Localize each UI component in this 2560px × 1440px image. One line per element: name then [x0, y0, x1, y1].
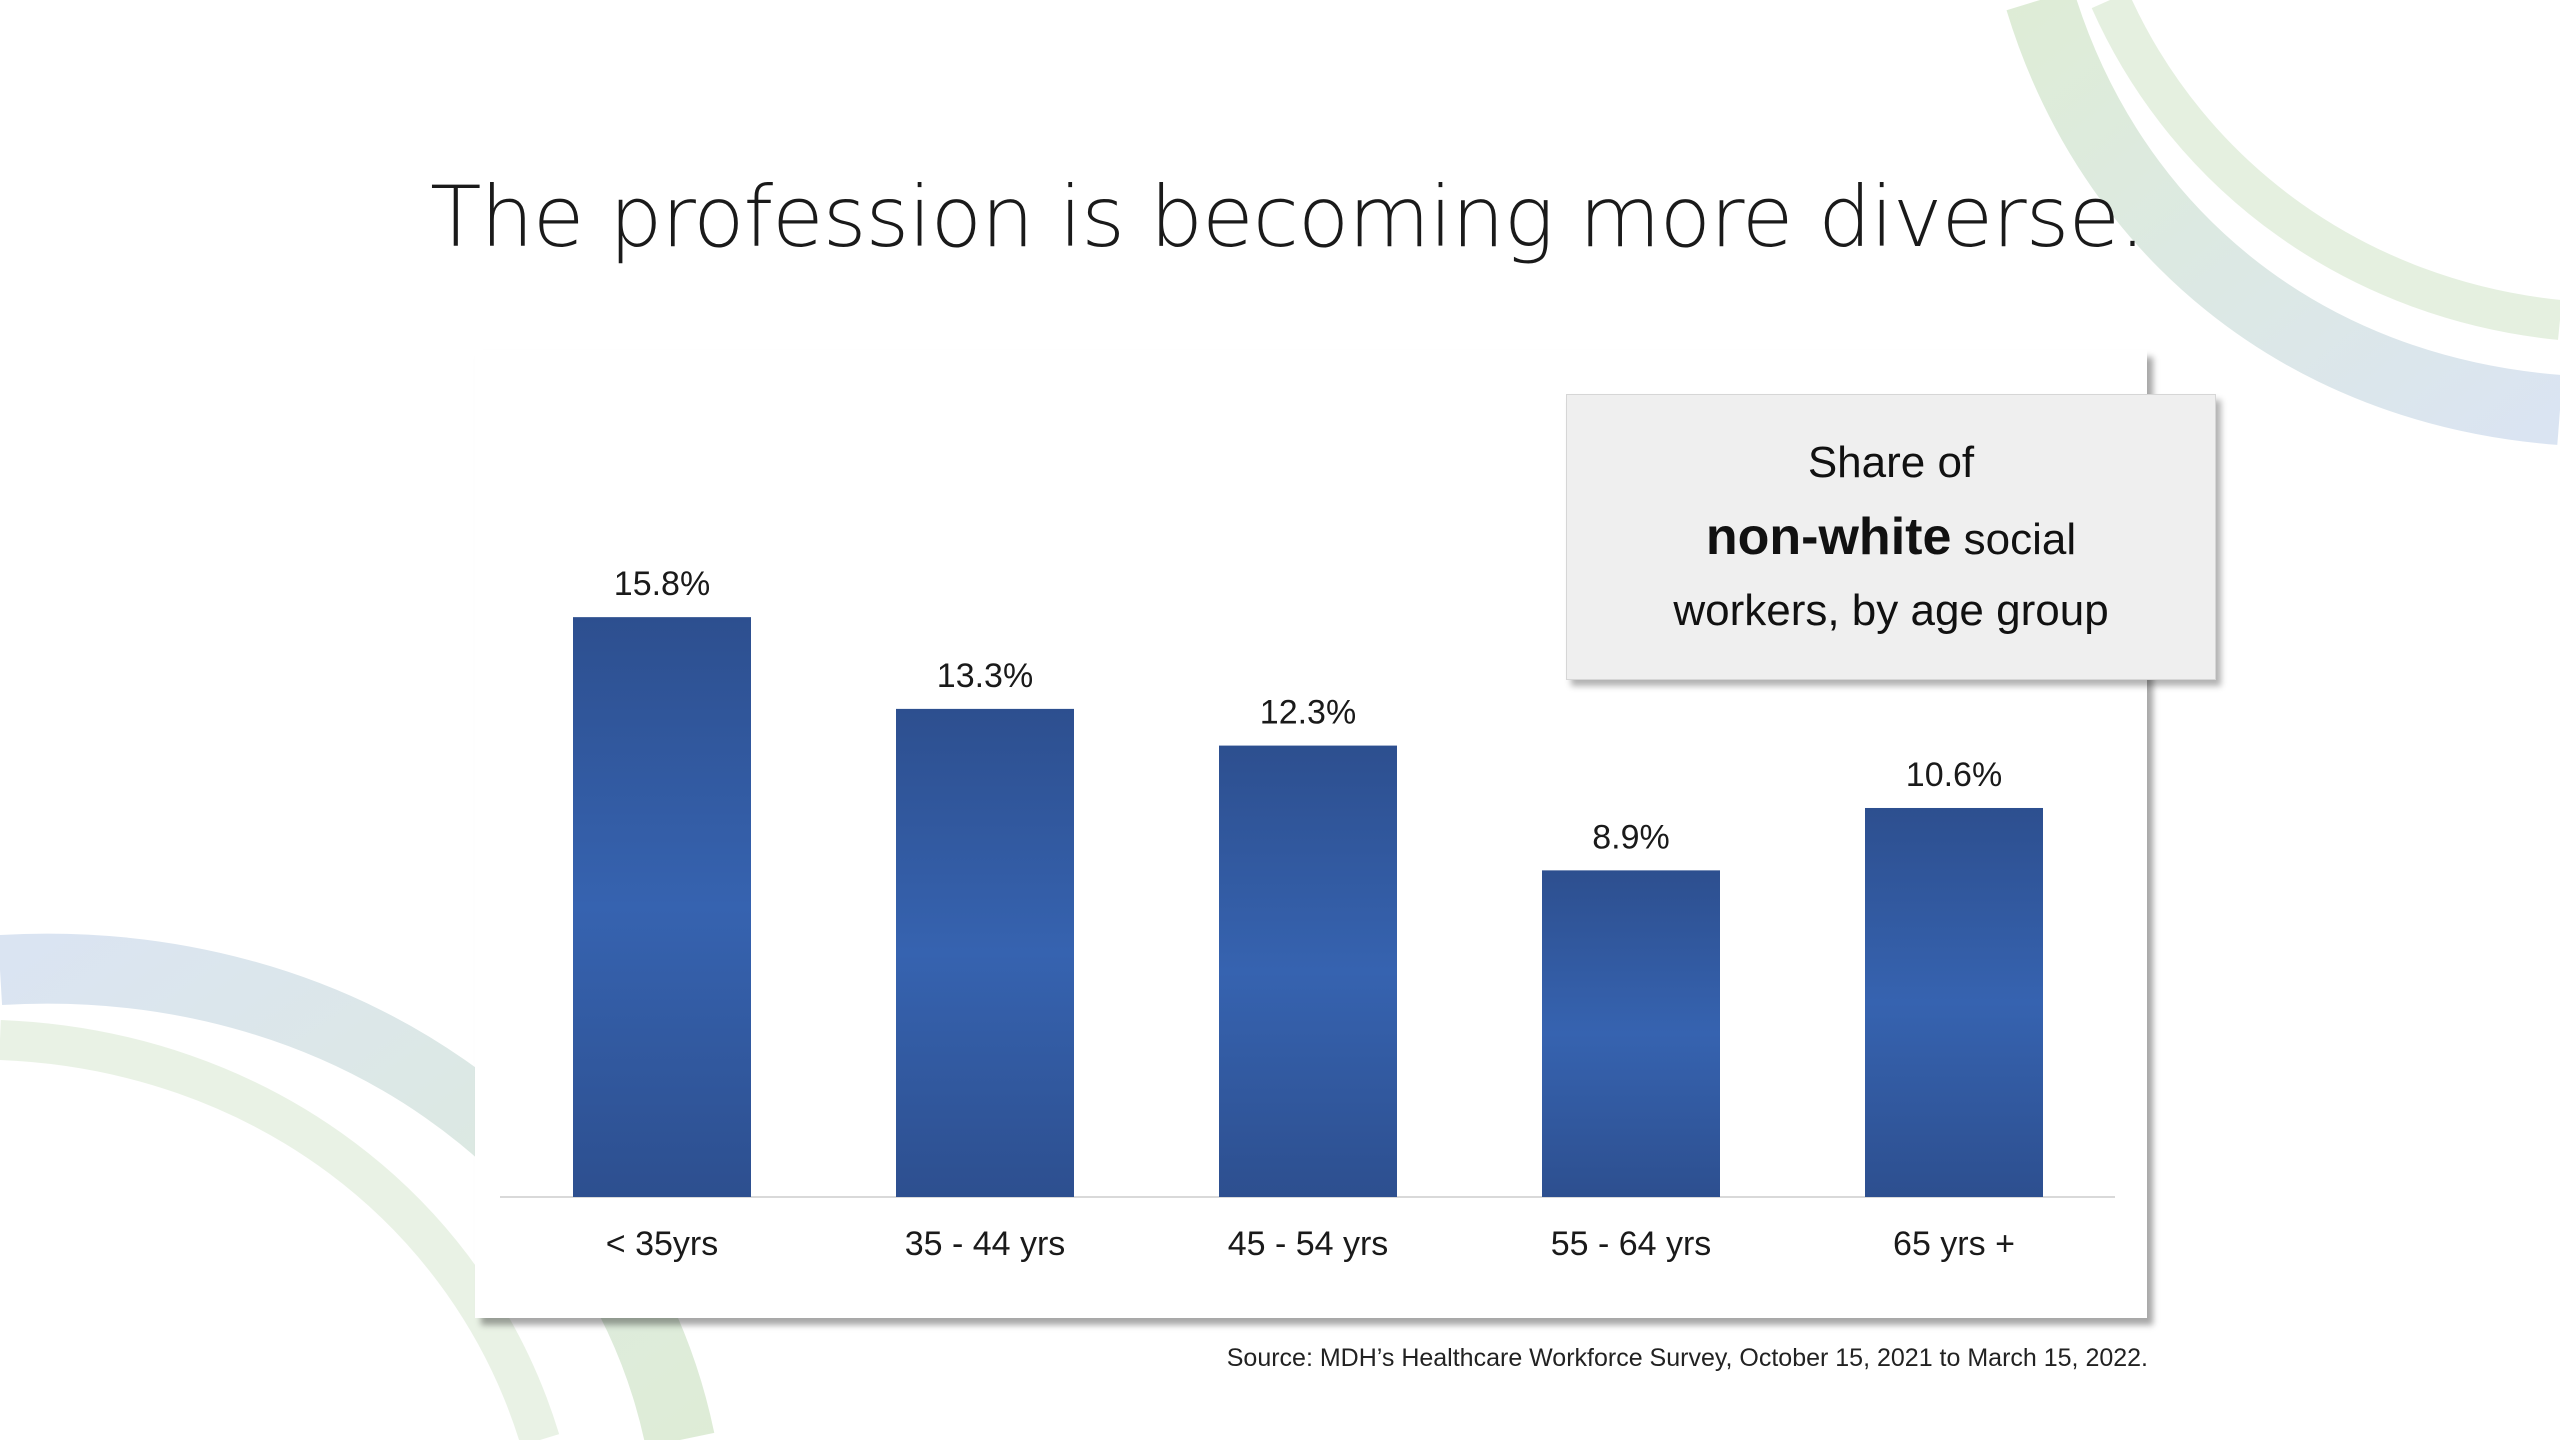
legend-line-3: workers, by age group: [1673, 586, 2109, 636]
bar-value-label-2: 13.3%: [937, 657, 1033, 695]
bar-1: [573, 617, 751, 1197]
bottom-left-arc: [0, 933, 715, 1440]
bar-2: [896, 708, 1074, 1197]
bar-3: [1219, 745, 1397, 1197]
chart-legend-box: Share of non-white social workers, by ag…: [1566, 394, 2216, 680]
category-label-2: 35 - 44 yrs: [905, 1225, 1066, 1263]
bars-group: 15.8% < 35yrs 13.3% 35 - 44 yrs 12.3% 45 - 54…: [573, 565, 2043, 1263]
bar-5: [1865, 807, 2043, 1197]
bar-value-label-3: 12.3%: [1260, 694, 1356, 732]
bar-value-label-5: 10.6%: [1906, 756, 2002, 794]
slide-title: The profession is becoming more diverse.: [430, 168, 2146, 266]
top-right-arc: [2006, 0, 2560, 445]
bar-value-label-1: 15.8%: [614, 565, 710, 603]
legend-line-2: non-white social: [1706, 497, 2076, 578]
category-label-3: 45 - 54 yrs: [1228, 1225, 1389, 1263]
source-note: Source: MDH’s Healthcare Workforce Surve…: [1226, 1344, 2148, 1372]
bar-chart: 15.8% < 35yrs 13.3% 35 - 44 yrs 12.3% 45 - 54…: [500, 565, 2115, 1263]
legend-line-1: Share of: [1807, 437, 1975, 487]
legend-bold-text: non-white: [1705, 507, 1952, 566]
category-label-4: 55 - 64 yrs: [1551, 1225, 1712, 1263]
category-label-5: 65 yrs +: [1893, 1225, 2015, 1263]
bar-value-label-4: 8.9%: [1592, 818, 1670, 856]
category-label-1: < 35yrs: [606, 1225, 718, 1263]
legend-line-2-rest: social: [1951, 514, 2077, 564]
bar-4: [1542, 870, 1720, 1197]
